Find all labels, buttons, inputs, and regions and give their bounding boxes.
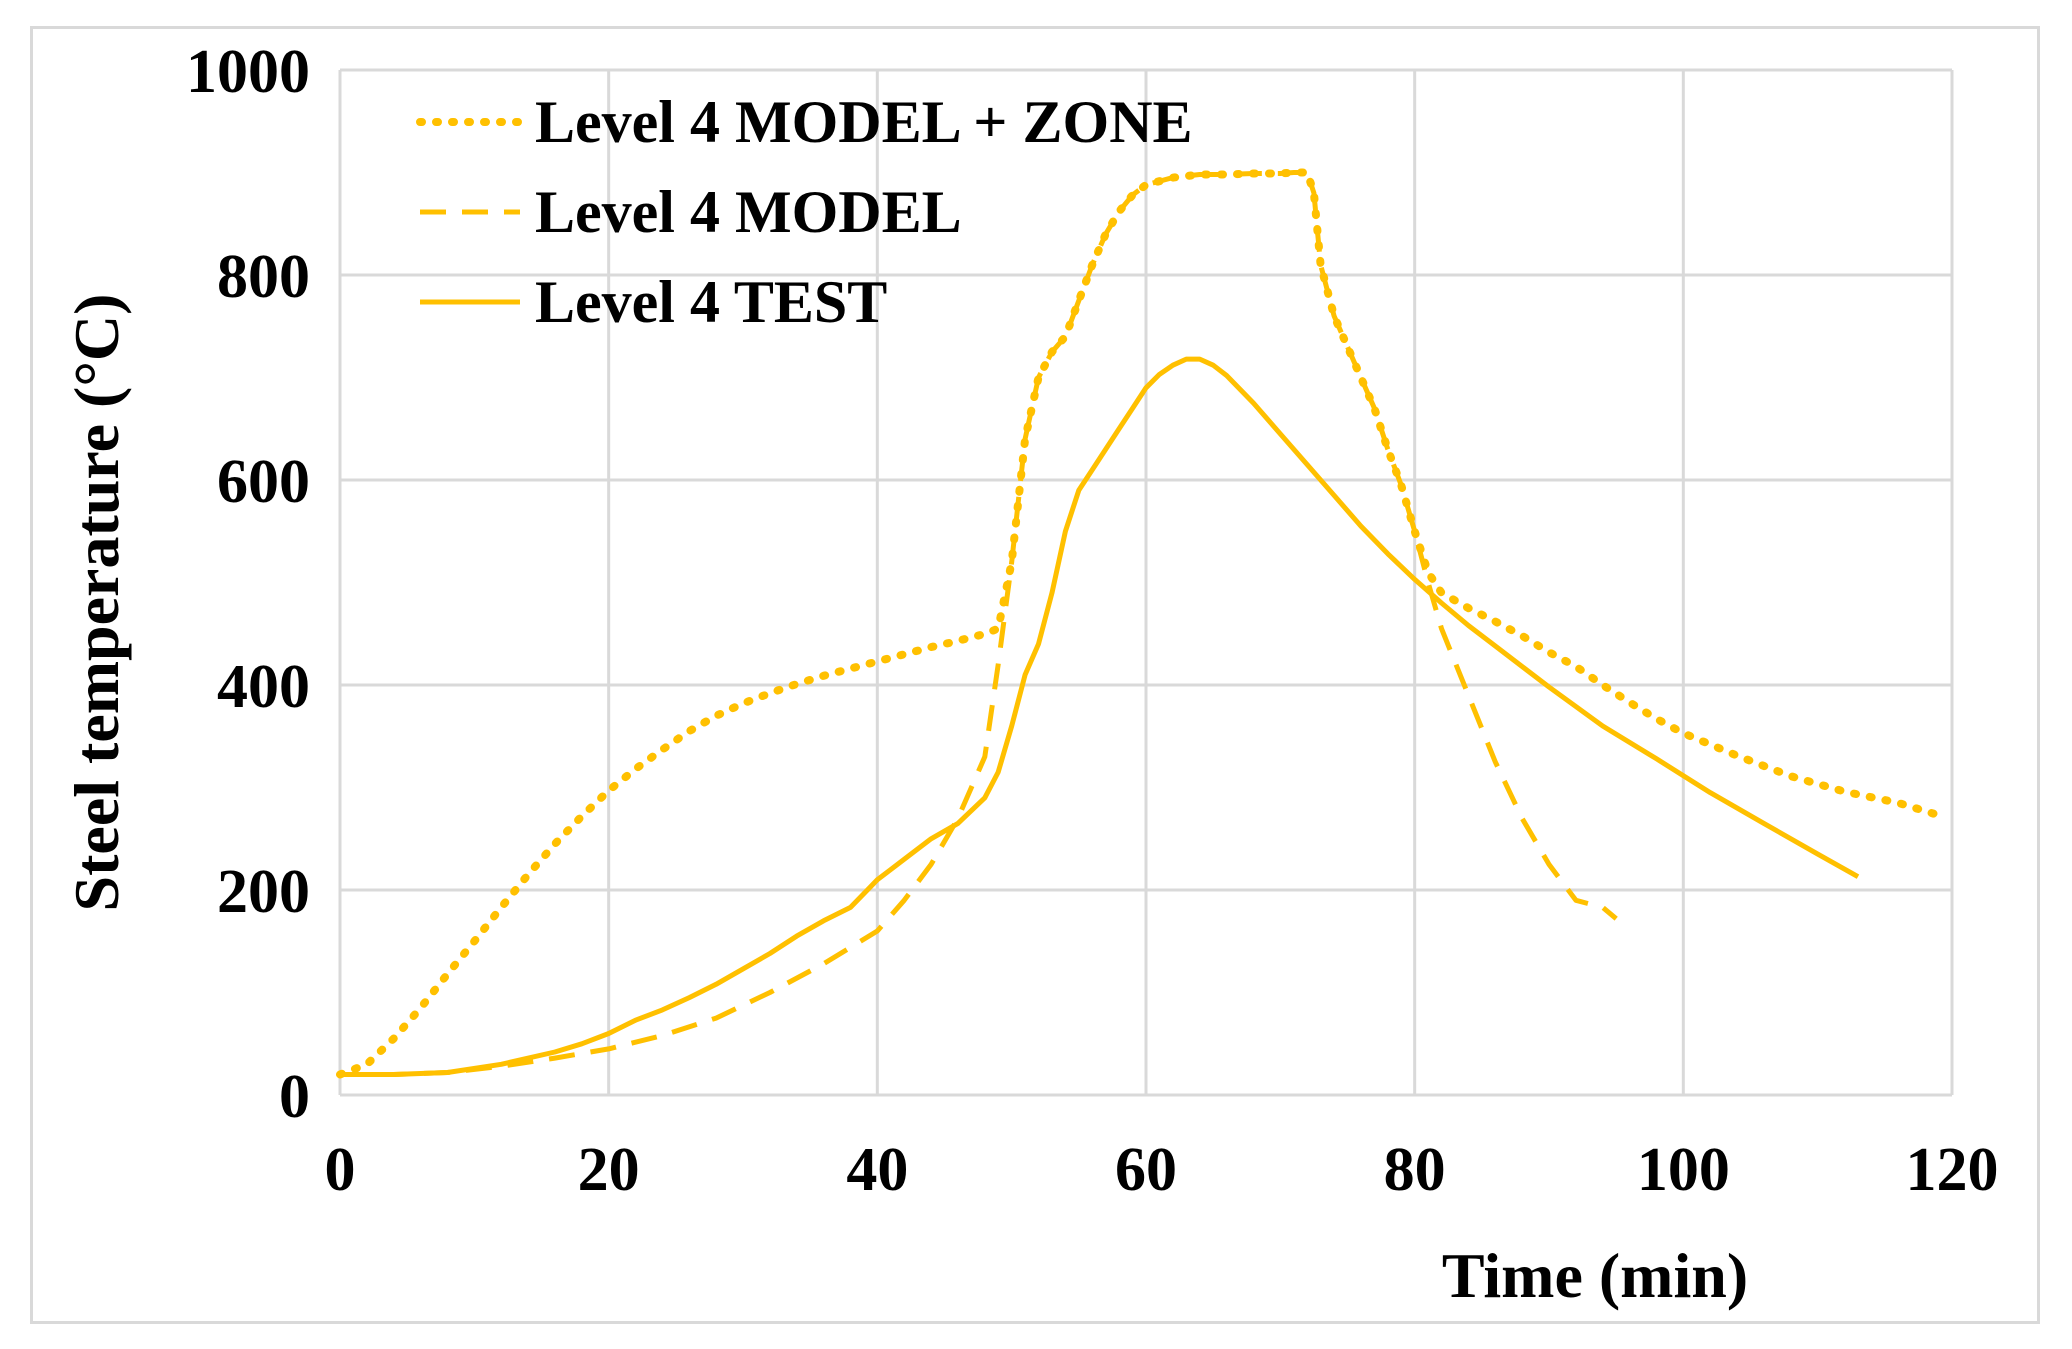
y-tick-label: 1000	[186, 38, 310, 106]
series-line-level-4-model-zone	[336, 168, 1943, 1079]
x-tick-label: 60	[1115, 1136, 1177, 1204]
series-line-level-4-model	[340, 170, 1618, 1077]
legend: Level 4 MODEL + ZONE Level 4 MODEL Level 4…	[416, 89, 1193, 335]
x-axis-label: Time (min)	[1442, 1240, 1748, 1311]
x-tick-label: 40	[846, 1136, 908, 1204]
tick-labels: 0 20 40 60 80 100 120 0 200 400 600 800 1000	[186, 38, 1999, 1204]
y-tick-label: 400	[217, 653, 310, 721]
gridlines	[338, 68, 1954, 1097]
y-axis-label: Steel temperature (°C)	[61, 294, 132, 912]
x-tick-label: 120	[1906, 1136, 1999, 1204]
y-tick-label: 600	[217, 448, 310, 516]
legend-label: Level 4 MODEL	[535, 179, 962, 245]
y-tick-label: 800	[217, 243, 310, 311]
y-tick-label: 200	[217, 858, 310, 926]
chart-frame	[30, 26, 2040, 1324]
series-layer	[336, 168, 1943, 1079]
x-tick-label: 0	[325, 1136, 356, 1204]
series-line-level-4-test	[340, 356, 1860, 1077]
legend-label: Level 4 TEST	[535, 269, 887, 335]
x-tick-label: 100	[1637, 1136, 1730, 1204]
y-tick-label: 0	[279, 1063, 310, 1131]
x-tick-label: 80	[1384, 1136, 1446, 1204]
legend-label: Level 4 MODEL + ZONE	[535, 89, 1193, 155]
x-tick-label: 20	[578, 1136, 640, 1204]
